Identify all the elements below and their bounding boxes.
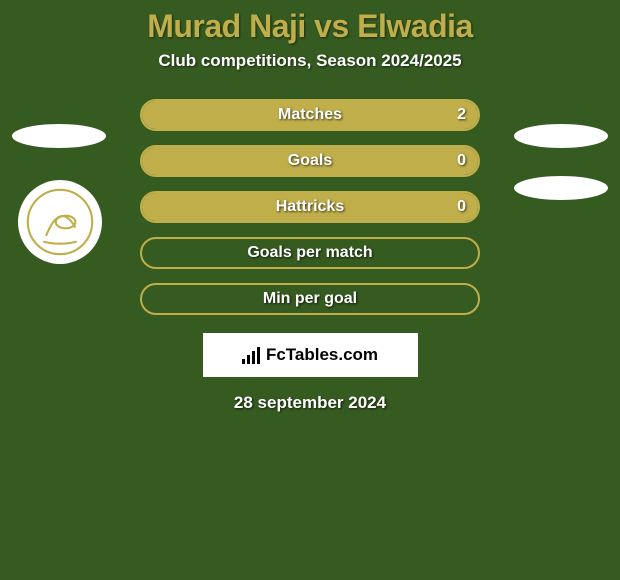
- stat-label: Goals per match: [247, 244, 372, 262]
- stat-row-hattricks: Hattricks 0: [140, 191, 480, 223]
- stat-label: Min per goal: [263, 290, 357, 308]
- stat-label: Matches: [278, 106, 342, 124]
- placeholder-oval-left-top: [12, 124, 106, 148]
- page-title: Murad Naji vs Elwadia: [0, 0, 620, 51]
- stat-label: Goals: [288, 152, 332, 170]
- stat-row-goals: Goals 0: [140, 145, 480, 177]
- page-subtitle: Club competitions, Season 2024/2025: [0, 51, 620, 99]
- team-badge-icon: [25, 187, 95, 257]
- brand-badge: FcTables.com: [203, 333, 418, 377]
- stat-value-right: 2: [457, 106, 466, 124]
- stat-row-min-per-goal: Min per goal: [140, 283, 480, 315]
- placeholder-oval-right-mid: [514, 176, 608, 200]
- brand-bars-icon: [242, 346, 260, 364]
- stat-row-goals-per-match: Goals per match: [140, 237, 480, 269]
- date-text: 28 september 2024: [0, 393, 620, 413]
- brand-text: FcTables.com: [266, 345, 378, 365]
- stat-row-matches: Matches 2: [140, 99, 480, 131]
- stat-label: Hattricks: [276, 198, 344, 216]
- stat-value-right: 0: [457, 198, 466, 216]
- team-badge: [18, 180, 102, 264]
- stat-value-right: 0: [457, 152, 466, 170]
- placeholder-oval-right-top: [514, 124, 608, 148]
